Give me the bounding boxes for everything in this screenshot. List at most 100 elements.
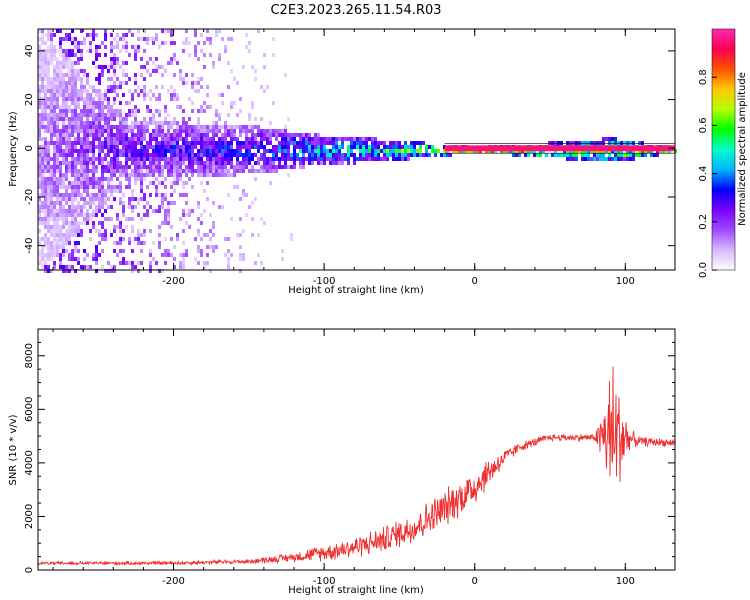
spectrogram-cell [44, 41, 47, 45]
spectrogram-cell [149, 161, 152, 165]
spectrogram-cell [251, 125, 254, 129]
spectrogram-cell [47, 221, 50, 225]
spectrogram-cell [110, 41, 113, 45]
spectrogram-cell [152, 37, 155, 41]
spectrogram-cell [83, 185, 86, 189]
spectrogram-cell [50, 241, 53, 245]
spectrogram-cell [104, 197, 107, 201]
spectrogram-cell [80, 81, 83, 85]
spectrogram-cell [59, 141, 62, 145]
spectrogram-cell [41, 257, 44, 261]
spectrogram-cell [635, 153, 638, 157]
spectrogram-cell [47, 89, 50, 93]
spectrogram-cell [203, 149, 206, 153]
spectrogram-cell [287, 157, 290, 161]
spectrogram-cell [398, 149, 401, 153]
spectrogram-cell [113, 61, 116, 65]
spectrogram-cell [248, 149, 251, 153]
spectrogram-cell [173, 265, 176, 269]
spectrogram-cell [143, 49, 146, 53]
spectrogram-cell [536, 153, 539, 157]
spectrogram-cell [227, 145, 230, 149]
spectrogram-cell [83, 137, 86, 141]
spectrogram-cell [116, 93, 119, 97]
spectrogram-cell [104, 105, 107, 109]
spectrogram-cell [107, 101, 110, 105]
spectrogram-cell [245, 149, 248, 153]
spectrogram-cell [89, 265, 92, 269]
spectrogram-cell [188, 169, 191, 173]
spectrogram-cell [65, 193, 68, 197]
spectrogram-cell [176, 165, 179, 169]
spectrogram-cell [143, 161, 146, 165]
spectrogram-cell [107, 197, 110, 201]
spectrogram-cell [68, 33, 71, 37]
spectrogram-cell [173, 97, 176, 101]
spectrogram-cell [263, 89, 266, 93]
spectrogram-cell [56, 197, 59, 201]
spectrogram-cell [251, 133, 254, 137]
spectrogram-cell [50, 233, 53, 237]
spectrogram-cell [59, 105, 62, 109]
spectrogram-cell [77, 69, 80, 73]
spectrogram-cell [50, 137, 53, 141]
spectrogram-cell [185, 129, 188, 133]
spectrogram-cell [86, 101, 89, 105]
spectrogram-cell [137, 197, 140, 201]
spectrogram-cell [59, 253, 62, 257]
spectrogram-cell [38, 257, 41, 261]
spectrogram-cell [164, 253, 167, 257]
spectrogram-cell [146, 185, 149, 189]
spectrogram-cell [95, 213, 98, 217]
spectrogram-cell [53, 177, 56, 181]
spectrogram-cell [41, 29, 44, 33]
spectrogram-cell [239, 149, 242, 153]
spectrogram-cell [182, 153, 185, 157]
spectrogram-cell [203, 125, 206, 129]
spectrogram-cell [95, 197, 98, 201]
spectrogram-cell [62, 233, 65, 237]
spectrogram-cell [419, 149, 422, 153]
spectrogram-cell [41, 265, 44, 269]
spectrogram-cell [104, 217, 107, 221]
spectrogram-cell [80, 233, 83, 237]
spectrogram-cell [422, 153, 425, 157]
spectrogram-cell [41, 85, 44, 89]
spectrogram-cell [53, 149, 56, 153]
spectrogram-cell [146, 173, 149, 177]
spectrogram-cell [53, 217, 56, 221]
spectrogram-cell [80, 221, 83, 225]
spectrogram-cell [146, 149, 149, 153]
spectrogram-cell [173, 245, 176, 249]
spectrogram-cell [143, 165, 146, 169]
spectrogram-cell [71, 97, 74, 101]
spectrogram-cell [80, 213, 83, 217]
spectrogram-cell [113, 161, 116, 165]
spectrogram-cell [53, 117, 56, 121]
spectrogram-cell [41, 161, 44, 165]
spectrogram-cell [74, 97, 77, 101]
spectrogram-cell [188, 165, 191, 169]
spectrogram-cell [161, 73, 164, 77]
spectrogram-cell [266, 165, 269, 169]
spectrogram-cell [56, 249, 59, 253]
spectrogram-cell [272, 53, 275, 57]
spectrogram-cell [59, 217, 62, 221]
spectrogram-cell [626, 141, 629, 145]
spectrogram-cell [335, 137, 338, 141]
spectrogram-cell [113, 81, 116, 85]
spectrogram-cell [68, 97, 71, 101]
spectrogram-cell [113, 169, 116, 173]
spectrogram-cell [380, 149, 383, 153]
spectrogram-cell [161, 145, 164, 149]
spectrogram-cell [116, 217, 119, 221]
spectrogram-ytick-label: 0 [24, 145, 35, 151]
spectrogram-cell [77, 241, 80, 245]
spectrogram-cell [176, 141, 179, 145]
spectrogram-cell [263, 133, 266, 137]
spectrogram-cell [404, 157, 407, 161]
spectrogram-cell [374, 137, 377, 141]
spectrogram-cell [65, 133, 68, 137]
spectrogram-cell [131, 121, 134, 125]
spectrogram-cell [128, 89, 131, 93]
